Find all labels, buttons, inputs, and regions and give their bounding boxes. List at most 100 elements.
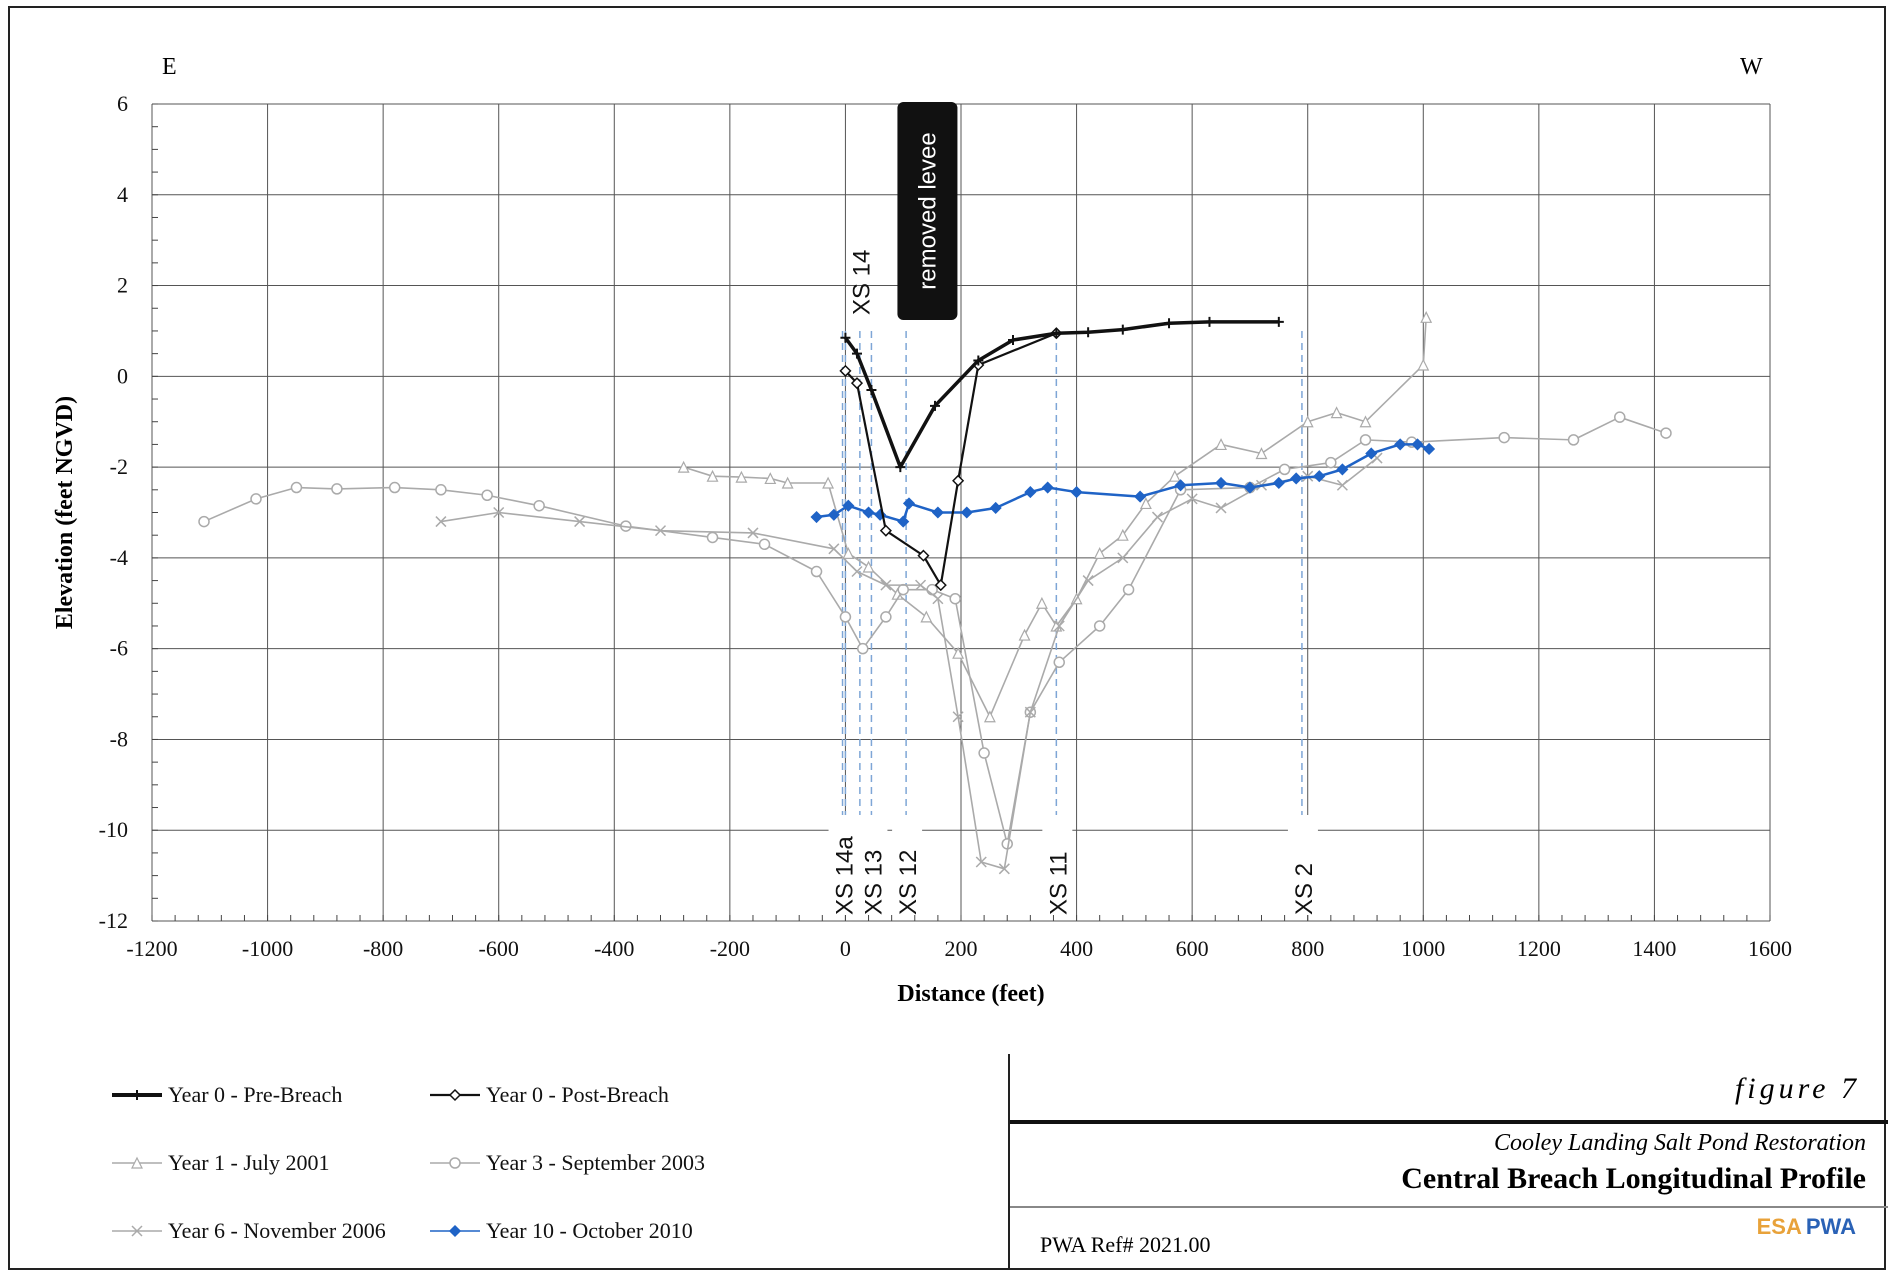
data-point xyxy=(842,499,855,512)
data-point xyxy=(533,499,545,512)
data-point xyxy=(1255,447,1268,460)
legend-marker xyxy=(132,1090,142,1100)
series-4 xyxy=(435,452,1383,875)
data-point xyxy=(435,484,447,496)
section-label-bg xyxy=(857,815,888,915)
data-point xyxy=(810,510,823,524)
data-point xyxy=(481,489,493,502)
legend-label: Year 3 - September 2003 xyxy=(486,1150,705,1175)
data-point xyxy=(1359,434,1372,446)
data-point xyxy=(1301,415,1314,428)
data-point xyxy=(862,560,875,573)
data-point xyxy=(1498,431,1510,444)
legend-label: Year 0 - Post-Breach xyxy=(486,1082,669,1107)
data-point xyxy=(880,611,892,623)
series-line xyxy=(844,332,1057,587)
section-label: XS 12 xyxy=(895,850,922,915)
data-point xyxy=(926,583,938,596)
data-point xyxy=(388,481,401,494)
data-point xyxy=(1394,438,1407,451)
y-tick-label: 4 xyxy=(117,182,128,207)
x-tick-label: -800 xyxy=(363,936,403,961)
data-point xyxy=(131,1156,143,1169)
series-line xyxy=(844,320,1279,469)
data-point xyxy=(862,506,875,519)
y-tick-label: -10 xyxy=(99,817,128,842)
data-point xyxy=(1411,438,1424,451)
data-point xyxy=(960,506,973,519)
data-point xyxy=(934,579,947,592)
data-point xyxy=(1272,476,1285,490)
data-point xyxy=(132,1090,142,1100)
x-tick-label: 800 xyxy=(1291,936,1324,961)
data-point xyxy=(983,710,996,723)
data-point xyxy=(931,506,944,519)
section-label: XS 14a xyxy=(832,836,859,915)
x-tick-label: 1200 xyxy=(1517,936,1561,961)
data-point xyxy=(1365,447,1378,460)
data-point xyxy=(654,525,667,537)
legend-swatch xyxy=(430,1224,480,1238)
data-point xyxy=(1214,476,1228,490)
data-point xyxy=(952,474,965,487)
data-point xyxy=(1614,411,1626,423)
series-2 xyxy=(677,310,1433,723)
data-point xyxy=(677,460,690,473)
series-line xyxy=(440,457,1378,870)
data-point xyxy=(1336,479,1348,491)
data-point xyxy=(952,711,964,723)
legend-marker xyxy=(449,1157,461,1169)
data-point xyxy=(1134,490,1147,503)
y-tick-label: -6 xyxy=(110,636,128,661)
x-tick-label: 200 xyxy=(945,936,978,961)
data-point xyxy=(866,384,877,395)
data-point xyxy=(897,583,909,596)
data-point xyxy=(706,469,719,482)
removed-levee-label: removed levee xyxy=(914,132,941,289)
data-point xyxy=(998,863,1010,875)
data-point xyxy=(842,547,855,559)
data-point xyxy=(1660,427,1672,439)
data-point xyxy=(840,332,851,343)
data-point xyxy=(932,593,944,605)
data-point xyxy=(493,506,505,519)
y-tick-label: -12 xyxy=(99,908,128,933)
data-point xyxy=(1035,596,1048,609)
data-point xyxy=(1093,620,1106,632)
data-point xyxy=(1051,328,1062,339)
data-point xyxy=(989,501,1002,515)
x-tick-label: -200 xyxy=(710,936,750,961)
x-tick-label: 1000 xyxy=(1401,936,1445,961)
data-point xyxy=(839,364,852,377)
data-point xyxy=(827,508,840,521)
data-point xyxy=(879,524,892,537)
data-point xyxy=(917,549,930,562)
section-label-bg xyxy=(1287,815,1318,915)
data-point xyxy=(1290,472,1303,485)
x-tick-label: 400 xyxy=(1060,936,1093,961)
data-point xyxy=(1273,316,1284,327)
data-point xyxy=(1215,438,1228,451)
chart-title: Central Breach Longitudinal Profile xyxy=(1401,1162,1866,1195)
legend: Year 0 - Pre-Breach Year 0 - Post-Breach Y… xyxy=(8,1054,1006,1270)
chart: -1200 -1000 -800 -600 -400 -200 0 200 400 600 800 1… xyxy=(52,54,1792,1007)
data-point xyxy=(435,516,447,528)
section-label-bg xyxy=(828,815,859,915)
data-point xyxy=(1567,434,1580,446)
data-point xyxy=(448,1088,462,1102)
data-point xyxy=(828,543,840,555)
data-point xyxy=(1053,620,1065,632)
x-tick-label: 0 xyxy=(840,936,851,961)
y-axis-label: Elevation (feet NGVD) xyxy=(52,396,78,629)
legend-marker xyxy=(131,1156,143,1169)
data-point xyxy=(978,747,990,759)
y-tick-label: -8 xyxy=(110,726,128,751)
reference-number: PWA Ref# 2021.00 xyxy=(1040,1232,1211,1257)
data-point xyxy=(810,565,823,578)
data-point xyxy=(781,476,794,489)
section-label: XS 14 xyxy=(848,250,875,315)
y-tick-label: -2 xyxy=(110,454,128,479)
data-point xyxy=(952,646,965,659)
data-point xyxy=(1082,575,1094,587)
data-point xyxy=(1359,415,1372,428)
